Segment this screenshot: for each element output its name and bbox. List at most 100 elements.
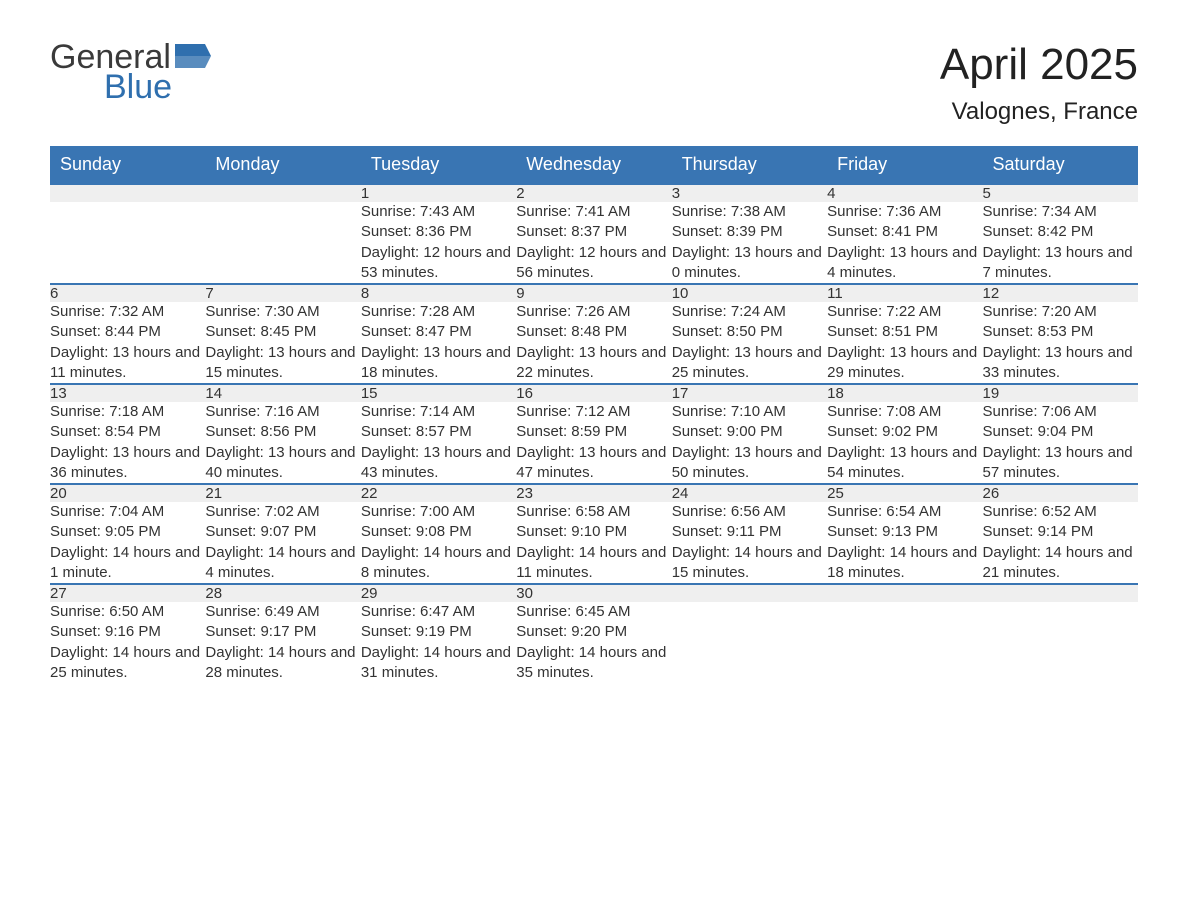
day-number-cell: 11: [827, 284, 982, 302]
day-number-cell: 30: [516, 584, 671, 602]
weekday-header: Thursday: [672, 146, 827, 184]
daylight-line: Daylight: 13 hours and 40 minutes.: [205, 443, 360, 484]
day-content-cell: Sunrise: 7:34 AMSunset: 8:42 PMDaylight:…: [983, 202, 1138, 284]
week-content-row: Sunrise: 7:32 AMSunset: 8:44 PMDaylight:…: [50, 302, 1138, 384]
day-number-cell: 3: [672, 184, 827, 202]
sunrise-line: Sunrise: 7:38 AM: [672, 202, 827, 222]
day-content-cell: Sunrise: 7:26 AMSunset: 8:48 PMDaylight:…: [516, 302, 671, 384]
day-number-cell: 18: [827, 384, 982, 402]
sunrise-line: Sunrise: 7:12 AM: [516, 402, 671, 422]
weekday-header: Tuesday: [361, 146, 516, 184]
sunrise-line: Sunrise: 6:52 AM: [983, 502, 1138, 522]
daylight-line: Daylight: 13 hours and 36 minutes.: [50, 443, 205, 484]
sunset-line: Sunset: 8:54 PM: [50, 422, 205, 442]
day-content-cell: Sunrise: 6:45 AMSunset: 9:20 PMDaylight:…: [516, 602, 671, 683]
sunset-line: Sunset: 8:36 PM: [361, 222, 516, 242]
day-number-cell: 23: [516, 484, 671, 502]
sunset-line: Sunset: 8:44 PM: [50, 322, 205, 342]
sunrise-line: Sunrise: 6:50 AM: [50, 602, 205, 622]
sunrise-line: Sunrise: 7:18 AM: [50, 402, 205, 422]
sunset-line: Sunset: 8:59 PM: [516, 422, 671, 442]
day-number-cell: 25: [827, 484, 982, 502]
sunrise-line: Sunrise: 7:06 AM: [983, 402, 1138, 422]
week-daynum-row: 27282930: [50, 584, 1138, 602]
logo-text-bottom: Blue: [104, 70, 211, 104]
daylight-line: Daylight: 14 hours and 18 minutes.: [827, 543, 982, 584]
day-content-cell: Sunrise: 7:14 AMSunset: 8:57 PMDaylight:…: [361, 402, 516, 484]
day-content-cell: [983, 602, 1138, 683]
day-number-cell: 24: [672, 484, 827, 502]
sunrise-line: Sunrise: 7:04 AM: [50, 502, 205, 522]
daylight-line: Daylight: 12 hours and 56 minutes.: [516, 243, 671, 284]
day-number-cell: 27: [50, 584, 205, 602]
sunrise-line: Sunrise: 7:36 AM: [827, 202, 982, 222]
day-content-cell: [672, 602, 827, 683]
sunset-line: Sunset: 8:47 PM: [361, 322, 516, 342]
sunset-line: Sunset: 8:48 PM: [516, 322, 671, 342]
daylight-line: Daylight: 14 hours and 31 minutes.: [361, 643, 516, 684]
day-number-cell: 21: [205, 484, 360, 502]
sunset-line: Sunset: 8:57 PM: [361, 422, 516, 442]
daylight-line: Daylight: 13 hours and 7 minutes.: [983, 243, 1138, 284]
day-content-cell: [827, 602, 982, 683]
day-number-cell: 10: [672, 284, 827, 302]
day-content-cell: Sunrise: 7:20 AMSunset: 8:53 PMDaylight:…: [983, 302, 1138, 384]
sunset-line: Sunset: 9:11 PM: [672, 522, 827, 542]
sunset-line: Sunset: 9:05 PM: [50, 522, 205, 542]
daylight-line: Daylight: 14 hours and 25 minutes.: [50, 643, 205, 684]
daylight-line: Daylight: 13 hours and 18 minutes.: [361, 343, 516, 384]
weekday-header-row: Sunday Monday Tuesday Wednesday Thursday…: [50, 146, 1138, 184]
sunset-line: Sunset: 9:16 PM: [50, 622, 205, 642]
calendar-table: Sunday Monday Tuesday Wednesday Thursday…: [50, 146, 1138, 683]
day-number-cell: 7: [205, 284, 360, 302]
day-number-cell: 26: [983, 484, 1138, 502]
day-content-cell: [205, 202, 360, 284]
sunset-line: Sunset: 8:42 PM: [983, 222, 1138, 242]
sunset-line: Sunset: 9:19 PM: [361, 622, 516, 642]
sunrise-line: Sunrise: 7:10 AM: [672, 402, 827, 422]
week-daynum-row: 20212223242526: [50, 484, 1138, 502]
sunset-line: Sunset: 9:00 PM: [672, 422, 827, 442]
sunset-line: Sunset: 8:41 PM: [827, 222, 982, 242]
day-number-cell: 19: [983, 384, 1138, 402]
sunrise-line: Sunrise: 7:14 AM: [361, 402, 516, 422]
sunrise-line: Sunrise: 7:22 AM: [827, 302, 982, 322]
sunset-line: Sunset: 8:51 PM: [827, 322, 982, 342]
daylight-line: Daylight: 12 hours and 53 minutes.: [361, 243, 516, 284]
sunset-line: Sunset: 9:20 PM: [516, 622, 671, 642]
daylight-line: Daylight: 14 hours and 28 minutes.: [205, 643, 360, 684]
sunrise-line: Sunrise: 7:02 AM: [205, 502, 360, 522]
week-content-row: Sunrise: 6:50 AMSunset: 9:16 PMDaylight:…: [50, 602, 1138, 683]
daylight-line: Daylight: 14 hours and 11 minutes.: [516, 543, 671, 584]
day-content-cell: Sunrise: 7:30 AMSunset: 8:45 PMDaylight:…: [205, 302, 360, 384]
sunset-line: Sunset: 9:17 PM: [205, 622, 360, 642]
day-number-cell: 14: [205, 384, 360, 402]
sunset-line: Sunset: 9:08 PM: [361, 522, 516, 542]
daylight-line: Daylight: 13 hours and 33 minutes.: [983, 343, 1138, 384]
sunset-line: Sunset: 8:45 PM: [205, 322, 360, 342]
daylight-line: Daylight: 14 hours and 1 minute.: [50, 543, 205, 584]
daylight-line: Daylight: 13 hours and 25 minutes.: [672, 343, 827, 384]
day-content-cell: Sunrise: 7:06 AMSunset: 9:04 PMDaylight:…: [983, 402, 1138, 484]
day-content-cell: [50, 202, 205, 284]
daylight-line: Daylight: 13 hours and 0 minutes.: [672, 243, 827, 284]
sunrise-line: Sunrise: 7:41 AM: [516, 202, 671, 222]
daylight-line: Daylight: 14 hours and 8 minutes.: [361, 543, 516, 584]
day-number-cell: 1: [361, 184, 516, 202]
day-content-cell: Sunrise: 7:22 AMSunset: 8:51 PMDaylight:…: [827, 302, 982, 384]
title-block: April 2025 Valognes, France: [940, 40, 1138, 126]
day-number-cell: [50, 184, 205, 202]
day-content-cell: Sunrise: 7:36 AMSunset: 8:41 PMDaylight:…: [827, 202, 982, 284]
sunrise-line: Sunrise: 6:47 AM: [361, 602, 516, 622]
day-content-cell: Sunrise: 7:00 AMSunset: 9:08 PMDaylight:…: [361, 502, 516, 584]
sunrise-line: Sunrise: 7:30 AM: [205, 302, 360, 322]
header: General Blue April 2025 Valognes, France: [50, 40, 1138, 126]
daylight-line: Daylight: 13 hours and 54 minutes.: [827, 443, 982, 484]
sunset-line: Sunset: 8:37 PM: [516, 222, 671, 242]
day-content-cell: Sunrise: 6:52 AMSunset: 9:14 PMDaylight:…: [983, 502, 1138, 584]
day-content-cell: Sunrise: 7:16 AMSunset: 8:56 PMDaylight:…: [205, 402, 360, 484]
sunrise-line: Sunrise: 6:54 AM: [827, 502, 982, 522]
sunset-line: Sunset: 9:04 PM: [983, 422, 1138, 442]
month-title: April 2025: [940, 40, 1138, 90]
sunrise-line: Sunrise: 6:58 AM: [516, 502, 671, 522]
